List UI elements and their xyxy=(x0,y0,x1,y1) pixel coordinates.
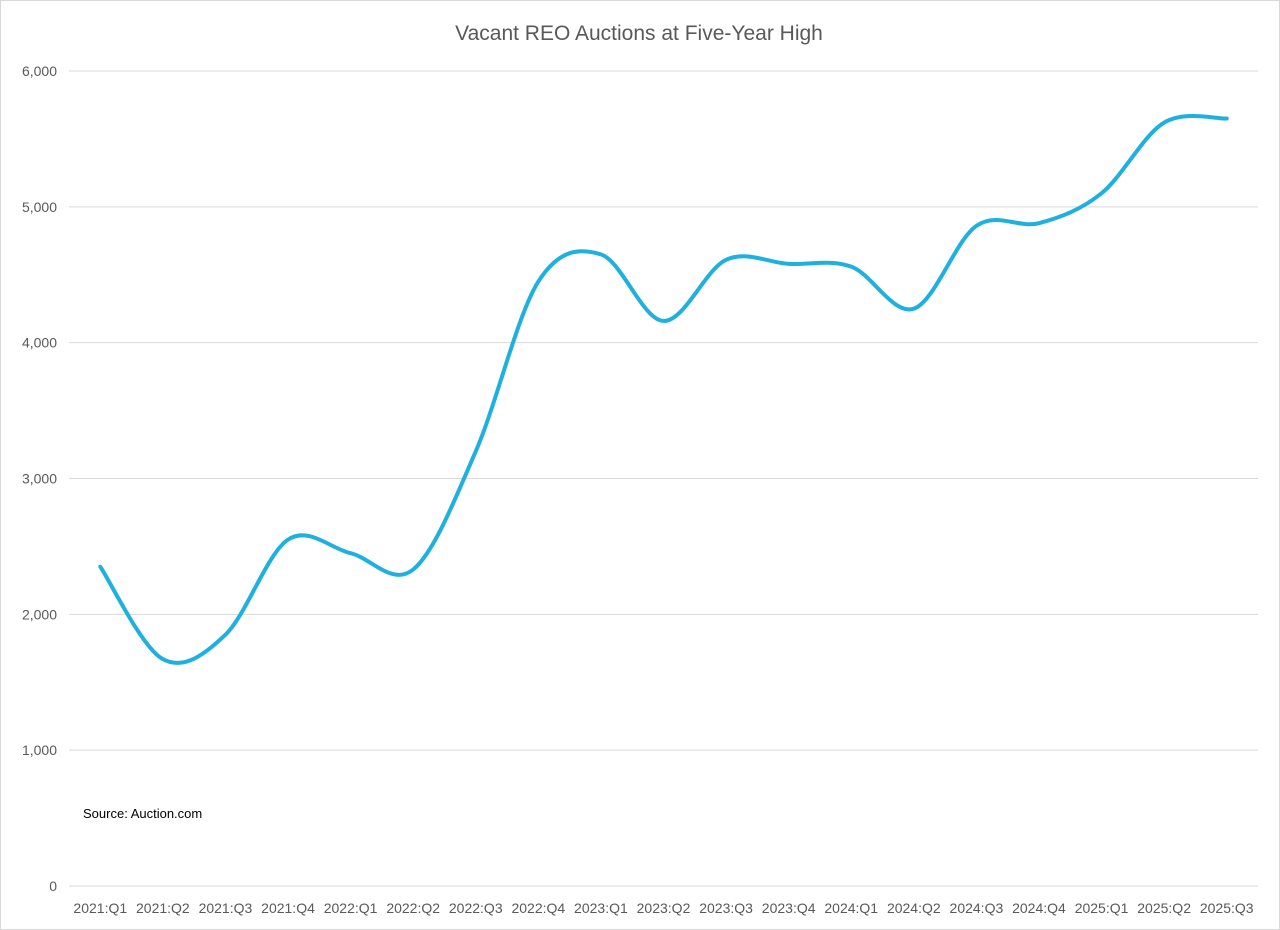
data-point xyxy=(912,307,916,311)
chart-title: Vacant REO Auctions at Five-Year High xyxy=(455,22,823,45)
x-tick-label: 2024:Q2 xyxy=(887,900,941,916)
data-point xyxy=(223,633,227,637)
source-annotation: Source: Auction.com xyxy=(83,806,202,821)
x-tick-label: 2024:Q4 xyxy=(1012,900,1066,916)
x-tick-label: 2021:Q2 xyxy=(136,900,190,916)
x-tick-label: 2021:Q4 xyxy=(261,900,315,916)
data-point xyxy=(536,280,540,284)
x-tick-label: 2023:Q1 xyxy=(574,900,628,916)
x-tick-label: 2022:Q3 xyxy=(449,900,503,916)
series-line-0 xyxy=(98,114,1229,665)
data-point xyxy=(411,568,415,572)
data-point xyxy=(1037,221,1041,225)
x-tick-label: 2025:Q3 xyxy=(1200,900,1254,916)
x-tick-label: 2023:Q3 xyxy=(699,900,753,916)
data-point xyxy=(349,551,353,555)
data-point xyxy=(474,449,478,453)
data-point xyxy=(849,265,853,269)
series-layer xyxy=(98,114,1229,665)
data-point xyxy=(662,319,666,323)
y-tick-label: 4,000 xyxy=(22,335,57,351)
data-point xyxy=(286,538,290,542)
x-tick-label: 2024:Q1 xyxy=(824,900,878,916)
x-tick-label: 2023:Q2 xyxy=(637,900,691,916)
x-tick-label: 2022:Q2 xyxy=(386,900,440,916)
data-point xyxy=(1100,191,1104,195)
x-tick-label: 2022:Q4 xyxy=(511,900,565,916)
y-tick-label: 5,000 xyxy=(22,199,57,215)
data-point xyxy=(98,565,102,569)
x-tick-label: 2024:Q3 xyxy=(950,900,1004,916)
x-tick-label: 2022:Q1 xyxy=(324,900,378,916)
x-tick-label: 2025:Q2 xyxy=(1137,900,1191,916)
x-tick-label: 2023:Q4 xyxy=(762,900,816,916)
data-point xyxy=(787,262,791,266)
x-axis: 2021:Q1 2021:Q2 2021:Q3 2021:Q4 2022:Q1 2022:… xyxy=(73,900,1253,916)
data-point xyxy=(1225,117,1229,121)
data-point xyxy=(974,224,978,228)
x-tick-label: 2021:Q1 xyxy=(73,900,127,916)
y-tick-label: 0 xyxy=(49,878,57,894)
data-point xyxy=(724,258,728,262)
x-tick-label: 2021:Q3 xyxy=(199,900,253,916)
y-tick-label: 2,000 xyxy=(22,606,57,622)
data-point xyxy=(599,252,603,256)
gridlines xyxy=(69,70,1258,887)
y-tick-label: 6,000 xyxy=(22,63,57,79)
y-axis: 0 1,000 2,000 3,000 4,000 5,000 6,000 xyxy=(22,63,57,894)
data-point xyxy=(1162,121,1166,125)
x-tick-label: 2025:Q1 xyxy=(1075,900,1129,916)
data-point xyxy=(161,657,165,661)
y-tick-label: 3,000 xyxy=(22,471,57,487)
y-tick-label: 1,000 xyxy=(22,742,57,758)
